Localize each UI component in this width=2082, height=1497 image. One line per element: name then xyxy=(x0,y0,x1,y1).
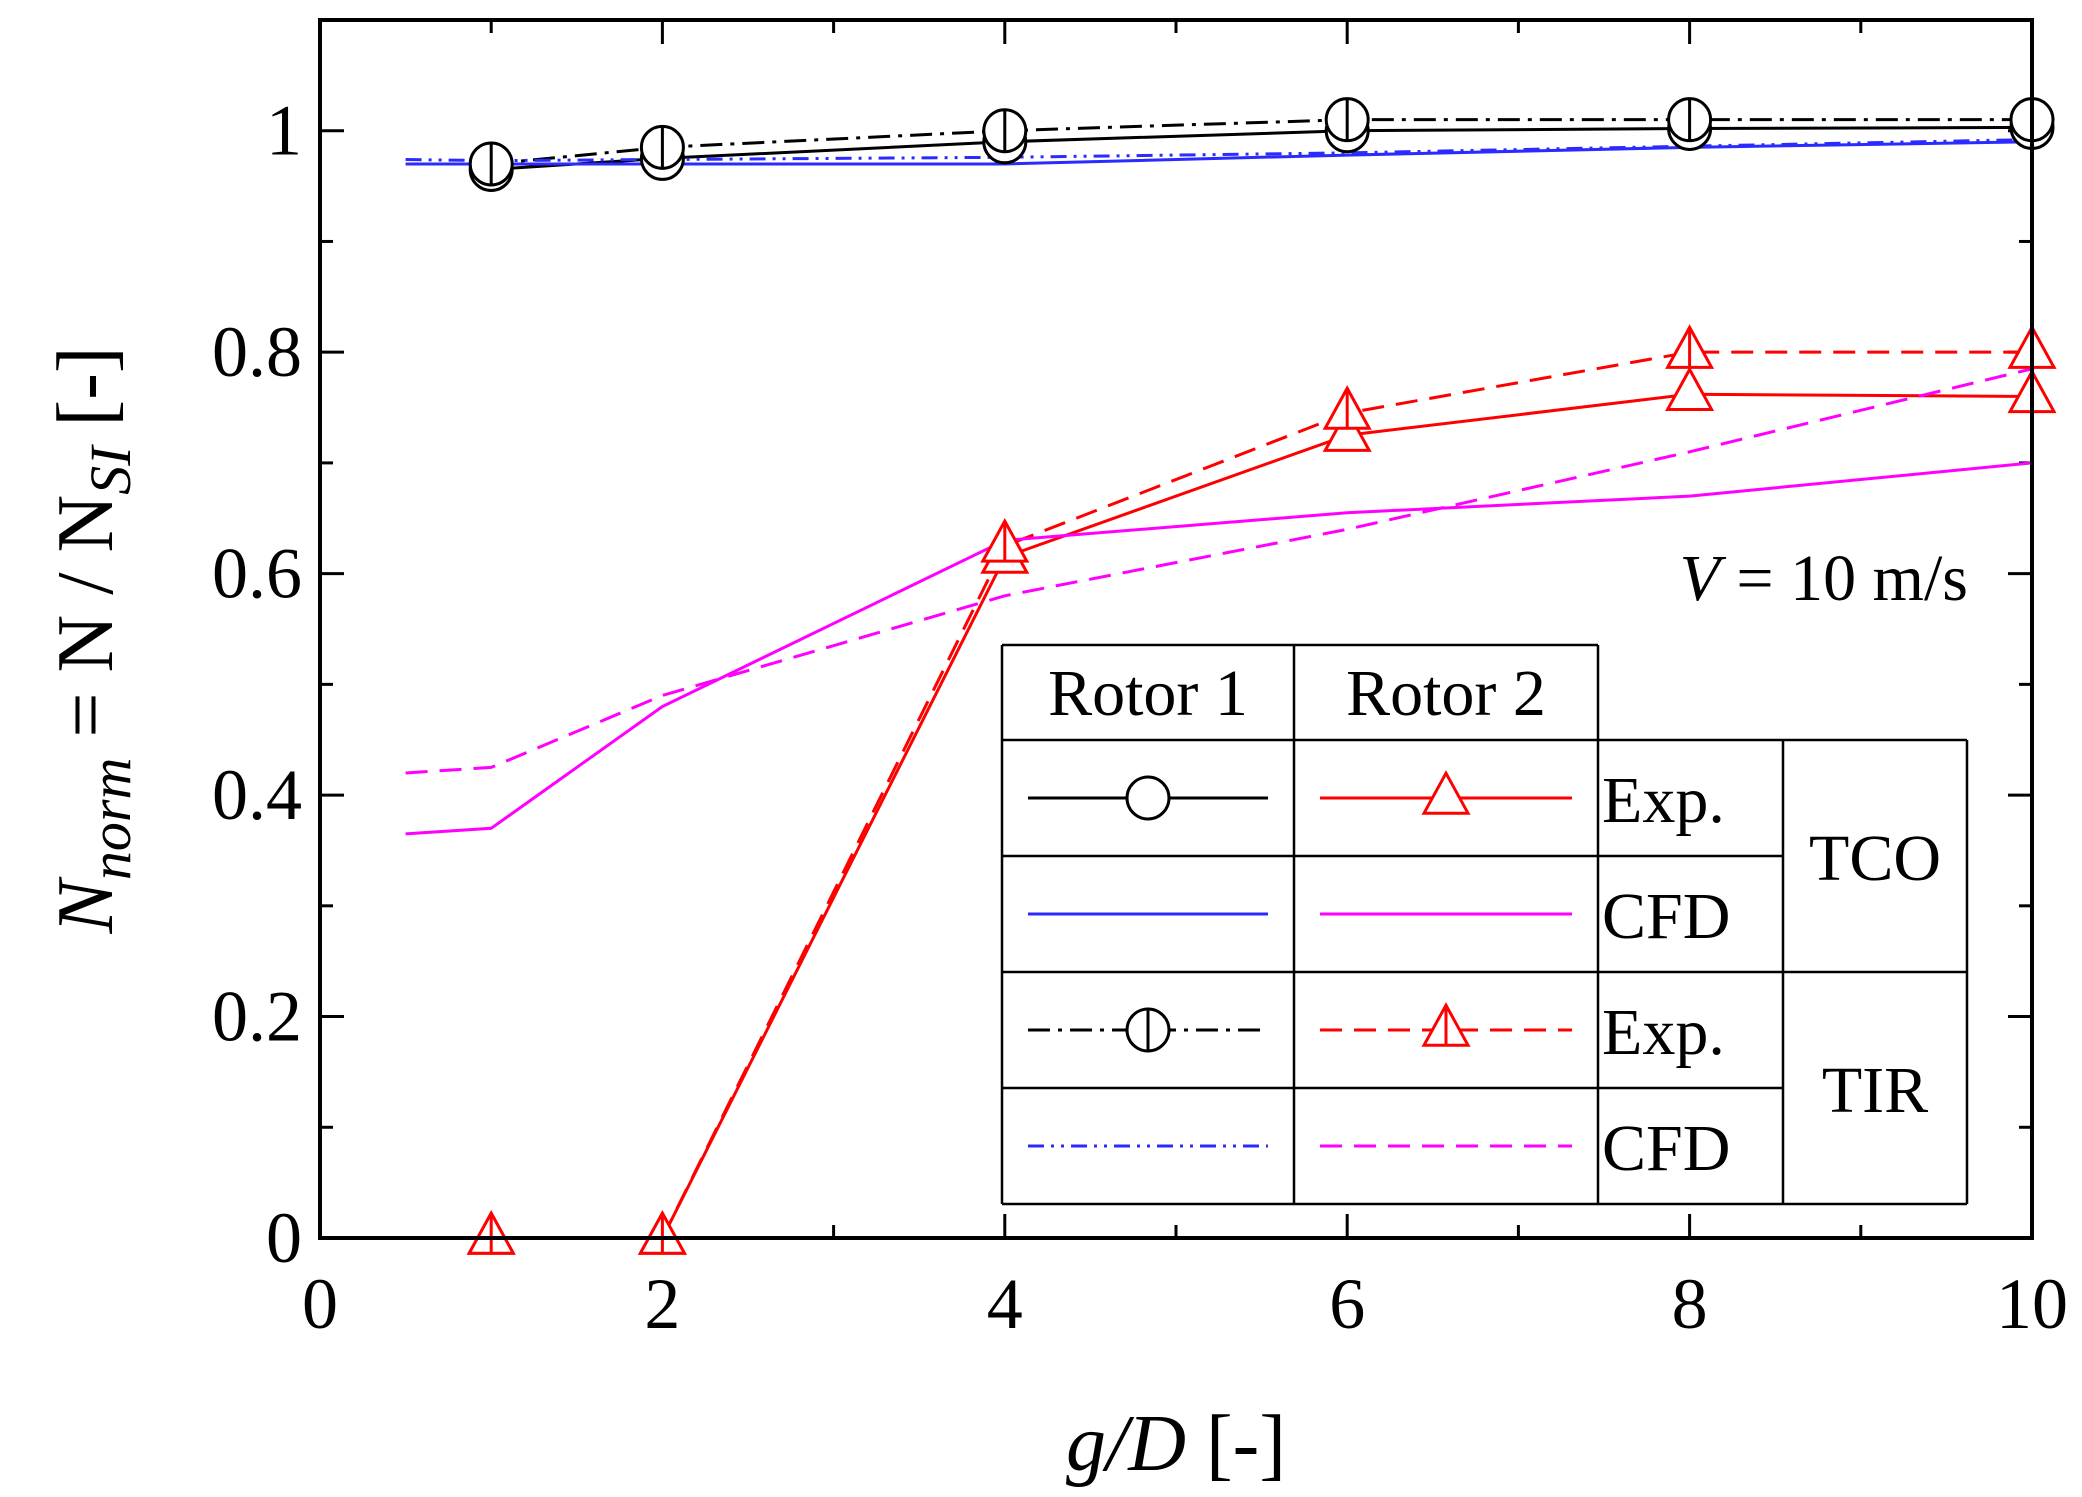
x-tick-label: 8 xyxy=(1672,1264,1708,1344)
legend-row-label: CFD xyxy=(1602,880,1730,953)
data-point-rotor-1-exp-tir xyxy=(982,108,1028,154)
y-tick-labels: 0 0.2 0.4 0.6 0.8 1 xyxy=(212,91,302,1278)
data-point-rotor-1-exp-tir xyxy=(639,124,685,170)
legend-group-label: TCO xyxy=(1809,822,1941,895)
legend-marker-rotor-1-exp-tco xyxy=(1125,775,1171,821)
data-point-rotor-1-exp-tir xyxy=(468,141,514,187)
x-tick-label: 2 xyxy=(644,1264,680,1344)
data-point-rotor-2-exp-tir xyxy=(1665,324,1715,369)
data-point-rotor-2-exp-tir xyxy=(1322,385,1372,430)
y-tick-label: 0.6 xyxy=(212,534,302,614)
data-point-rotor-2-exp-tco xyxy=(1322,407,1372,452)
y-tick-label: 0 xyxy=(266,1198,302,1278)
y-tick-label: 1 xyxy=(266,91,302,171)
legend-header: Rotor 1 xyxy=(1048,657,1248,730)
data-point-rotor-1-exp-tir xyxy=(1667,97,1713,143)
x-tick-label: 10 xyxy=(1996,1264,2068,1344)
plot-frame xyxy=(318,18,2034,1240)
x-tick-label: 0 xyxy=(302,1264,338,1344)
y-tick-label: 0.2 xyxy=(212,977,302,1057)
data-point-rotor-2-exp-tir xyxy=(466,1210,516,1255)
y-tick-label: 0.8 xyxy=(212,312,302,392)
legend-row-label: Exp. xyxy=(1602,764,1725,837)
legend: Rotor 1 Rotor 2 Exp. CFD Exp. CFD TCO TIR xyxy=(1000,643,1969,1206)
legend-row-label: Exp. xyxy=(1602,996,1725,1069)
series-line-rotor-2-exp-tir xyxy=(491,350,2032,1238)
series-line-rotor-2-cfd-tir xyxy=(405,367,2032,775)
x-tick-labels: 0 2 4 6 8 10 xyxy=(302,1264,2068,1344)
legend-header-bg xyxy=(1002,645,1598,740)
legend-marker-rotor-2-exp-tir xyxy=(1421,1002,1471,1047)
annotation-velocity: V = 10 m/s xyxy=(1680,542,1968,615)
data-point-rotor-1-exp-tir xyxy=(1324,97,1370,143)
series-line-rotor-2-exp-tco xyxy=(491,392,2032,1238)
legend-row-label: CFD xyxy=(1602,1112,1730,1185)
series-line-rotor-1-exp-tir xyxy=(491,118,2032,166)
y-tick-label: 0.4 xyxy=(212,755,302,835)
legend-marker-rotor-1-exp-tir xyxy=(1125,1007,1171,1053)
legend-group-label: TIR xyxy=(1822,1054,1928,1127)
legend-marker-rotor-2-exp-tco xyxy=(1421,770,1471,815)
x-tick-label: 4 xyxy=(987,1264,1023,1344)
legend-header: Rotor 2 xyxy=(1346,657,1546,730)
x-axis-label: g/D [-] xyxy=(1066,1400,1286,1488)
y-axis-label: Nnorm = N / NSI [-] xyxy=(42,347,143,935)
x-tick-label: 6 xyxy=(1329,1264,1365,1344)
data-point-rotor-2-exp-tco xyxy=(1665,366,1715,411)
data-point-rotor-2-exp-tir xyxy=(637,1210,687,1255)
data-point-rotor-2-exp-tir xyxy=(980,518,1030,563)
